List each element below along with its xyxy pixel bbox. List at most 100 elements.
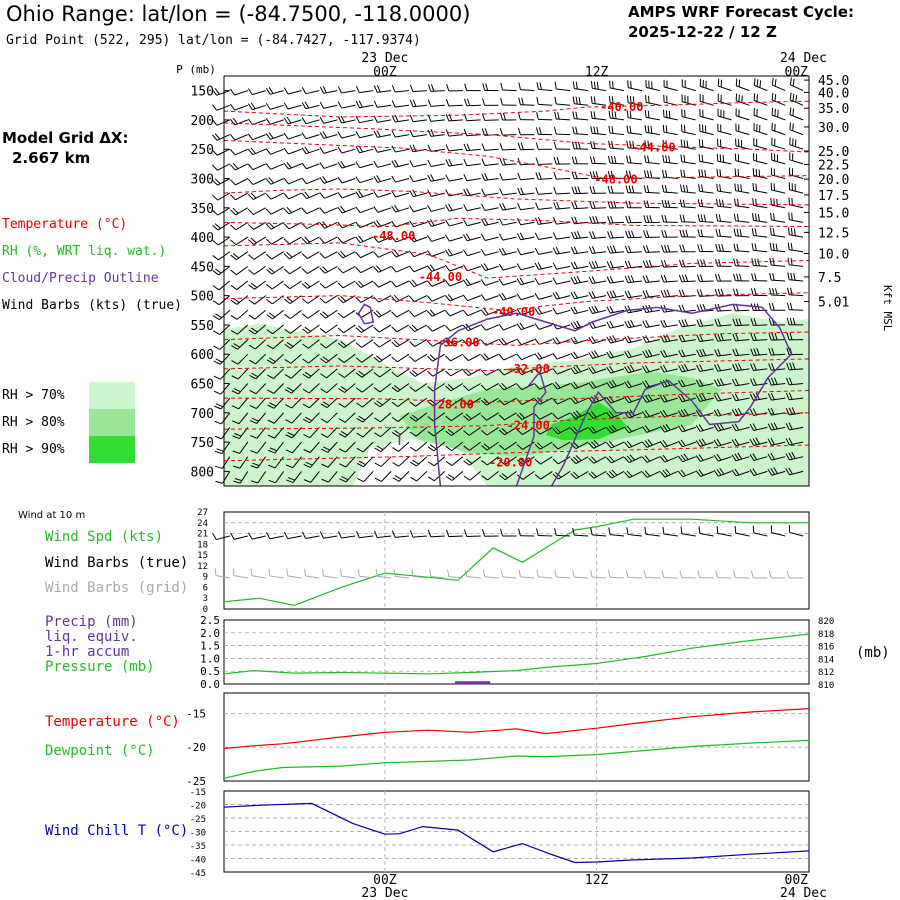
wind-barb-flag xyxy=(641,441,648,448)
wind-barb xyxy=(373,236,392,243)
wind-barb-flag xyxy=(792,93,795,102)
wind-barb xyxy=(319,162,338,169)
wind-barb-shaft xyxy=(574,88,589,92)
wind-barb-flag xyxy=(231,375,239,380)
wind-barb-flag xyxy=(556,201,560,210)
wind-barb xyxy=(498,247,517,256)
wind-barb-flag xyxy=(699,79,701,87)
wind-barb xyxy=(552,262,571,270)
wind-barb-flag xyxy=(483,443,490,449)
wind-barb-shaft xyxy=(520,295,535,301)
wind-barb-shaft xyxy=(484,221,499,226)
wind-barb xyxy=(373,100,392,108)
wind-barb-flag xyxy=(609,305,614,313)
wind-barb-flag xyxy=(374,462,382,467)
height-tick-label: 30.0 xyxy=(818,121,849,136)
wind-barb-flag xyxy=(789,152,791,160)
wind-barb-shaft xyxy=(610,324,625,329)
wind-barb xyxy=(789,152,804,165)
wind-barb-flag xyxy=(606,276,611,284)
wind-barb-flag xyxy=(641,471,648,478)
wind-barb xyxy=(552,246,571,255)
wind-barb-flag xyxy=(285,434,293,439)
wind-barb-shaft xyxy=(735,339,750,342)
wind-barb-flag xyxy=(534,353,540,360)
wind-barb xyxy=(641,455,661,463)
wind-barb-flag xyxy=(751,213,754,221)
wind-barb-shaft xyxy=(629,470,643,479)
wind-barb xyxy=(373,324,392,333)
wind-barb-flag xyxy=(681,364,686,372)
wind-barb-flag xyxy=(625,185,629,193)
wind-barb-shaft xyxy=(414,368,428,377)
wind-barb-shaft xyxy=(753,456,768,461)
wind-barb xyxy=(409,220,428,228)
wind-barb xyxy=(606,320,625,329)
wind-barb xyxy=(570,306,589,315)
wind-barb-flag xyxy=(320,433,328,438)
height-tick-label: 15.0 xyxy=(818,206,849,221)
wind-barb-flag xyxy=(445,355,451,362)
wind-barb-flag xyxy=(248,299,255,305)
wind-barb-shaft xyxy=(540,470,553,480)
wind-barb-flag xyxy=(681,274,686,282)
wind-barb-flag xyxy=(628,200,632,208)
grid-wind-barb xyxy=(661,570,678,579)
wind-barb-shaft xyxy=(220,397,231,410)
wind-barb-flag xyxy=(234,478,242,482)
wind-barb-flag xyxy=(463,415,470,421)
wind-barb-flag xyxy=(480,369,487,376)
wind-barb-flag xyxy=(373,85,378,93)
wind-barb-flag xyxy=(322,266,329,273)
wind-barb-flag xyxy=(302,373,310,379)
wind-barb-shaft xyxy=(611,456,625,464)
wind-barb xyxy=(698,184,714,194)
wind-barb-flag xyxy=(356,432,364,438)
temperature-contour xyxy=(223,217,810,228)
wind-barb xyxy=(337,309,356,319)
wind-barb-flag xyxy=(715,228,719,237)
wind-barb-shaft xyxy=(342,207,356,214)
wind-barb-shaft xyxy=(753,324,768,326)
wind-barb xyxy=(319,116,338,124)
wind-barb-shaft xyxy=(538,280,553,285)
wind-barb xyxy=(641,470,661,478)
wind-barb-shaft xyxy=(628,309,642,314)
wind-barb xyxy=(498,353,517,361)
wind-barb-flag xyxy=(375,265,382,272)
wind-barb-shaft xyxy=(538,265,553,270)
wind-barb-flag xyxy=(588,472,595,479)
wind-barb-shaft xyxy=(521,397,535,406)
wind-barb-flag xyxy=(355,281,362,288)
wind-barb xyxy=(229,162,249,171)
wind-barb-flag xyxy=(696,319,701,327)
wind-barb-flag xyxy=(610,185,614,194)
wind-barb xyxy=(678,379,696,388)
wind-barb-flag xyxy=(337,342,345,349)
wind-barb xyxy=(301,295,320,304)
wind-barb-flag xyxy=(409,446,417,452)
wind-barb xyxy=(695,424,714,432)
wind-barb-shaft xyxy=(308,353,320,364)
wind-barb-shaft xyxy=(502,89,517,92)
wind-chill-tick-label: -15 xyxy=(190,788,206,798)
wind-barb-shaft xyxy=(717,235,732,238)
wind-barb-flag xyxy=(373,402,381,408)
wind-barb-shaft xyxy=(288,163,302,170)
wind-barb xyxy=(319,192,338,199)
surface-wind-barb xyxy=(373,530,392,539)
wind-barb xyxy=(696,364,714,373)
wind-barb xyxy=(301,101,320,110)
wind-barb xyxy=(606,410,625,419)
grid-wind-barb xyxy=(536,569,553,579)
wind-barb xyxy=(481,113,499,121)
wind-barb xyxy=(356,412,374,423)
wind-barb-flag xyxy=(392,462,400,467)
wind-barb-flag xyxy=(591,246,596,254)
wind-barb-flag xyxy=(448,158,453,166)
wind-barb xyxy=(536,97,553,106)
wind-barb-flag xyxy=(647,125,650,133)
surface-wind-barb xyxy=(770,525,786,537)
wind-barb-flag xyxy=(714,273,718,282)
wind-barb-flag xyxy=(445,204,450,212)
